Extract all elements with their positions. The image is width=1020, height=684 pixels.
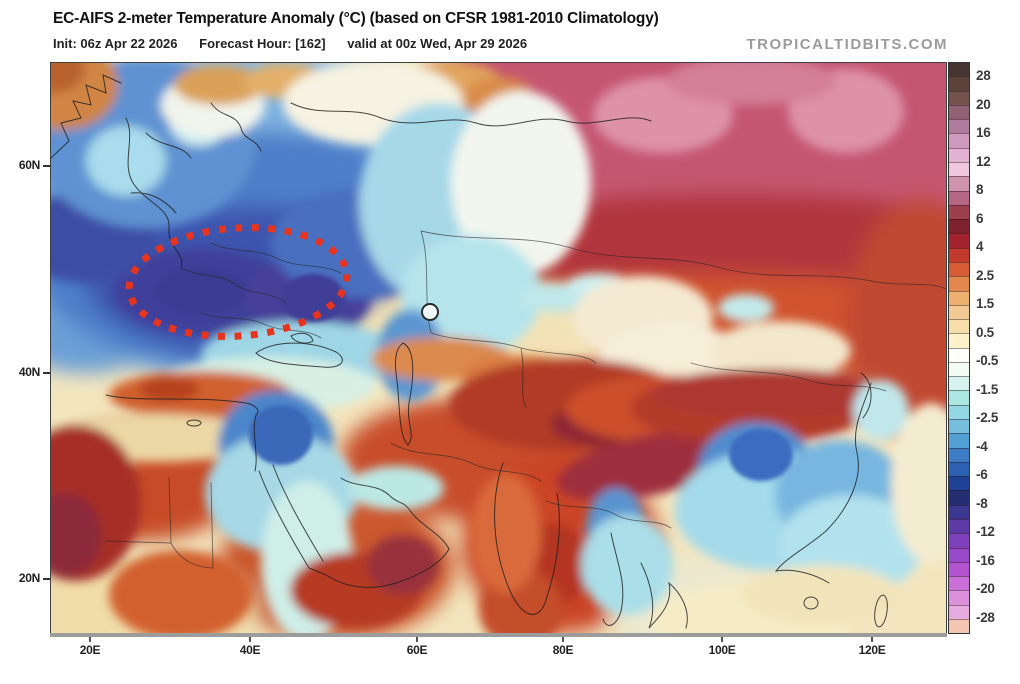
colorbar-segment	[949, 204, 969, 220]
colorbar-tick-label: 1.5	[976, 296, 994, 312]
colorbar-segment	[949, 261, 969, 277]
colorbar-tick-label: 16	[976, 125, 991, 141]
colorbar-tick-labels: 28 20 16 12 8 6 4 2.5 1.5 0.5 -0.5 -1.5 -2.5 -4 -6 -8 -1…	[976, 62, 1020, 632]
colorbar-segment	[949, 447, 969, 462]
colorbar-tick-label: 28	[976, 68, 991, 84]
map-bottom-axis-bar	[50, 633, 947, 637]
lon-tick-mark	[871, 637, 873, 642]
temperature-colorbar	[948, 62, 970, 634]
colorbar-segment	[949, 576, 969, 591]
lon-tick-mark	[89, 637, 91, 642]
colorbar-segment	[949, 561, 969, 577]
colorbar-segment	[949, 276, 969, 291]
lon-tick-label: 100E	[708, 643, 736, 657]
lon-tick-mark	[249, 637, 251, 642]
colorbar-segment	[949, 333, 969, 348]
colorbar-segment	[949, 376, 969, 391]
anomaly-blob-layer-small	[156, 269, 793, 481]
colorbar-segment	[949, 490, 969, 505]
latitude-axis: 60N 40N 20N	[0, 62, 50, 634]
colorbar-segment	[949, 133, 969, 148]
forecast-hour: Forecast Hour: [162]	[199, 36, 326, 51]
colorbar-tick-label: -20	[976, 581, 995, 597]
colorbar-segment	[949, 547, 969, 562]
lat-tick-label: 20N	[18, 571, 40, 585]
colorbar-segment	[949, 76, 969, 91]
colorbar-segment	[949, 504, 969, 519]
colorbar-tick-label: -0.5	[976, 353, 999, 369]
colorbar-tick-label: -8	[976, 495, 988, 511]
lon-tick-mark	[416, 637, 418, 642]
site-watermark: TROPICALTIDBITS.COM	[746, 36, 948, 53]
colorbar-segment	[949, 247, 969, 262]
colorbar-tick-label: -12	[976, 524, 995, 540]
colorbar-segment	[949, 119, 969, 134]
colorbar-tick-label: 12	[976, 153, 991, 169]
colorbar-tick-label: 4	[976, 239, 984, 255]
colorbar-segment	[949, 433, 969, 448]
colorbar-segment	[949, 404, 969, 420]
lat-tick-mark	[43, 578, 50, 580]
lon-tick-label: 120E	[858, 643, 886, 657]
colorbar-segment	[949, 604, 969, 619]
colorbar-tick-label: 6	[976, 210, 984, 226]
colorbar-segment	[949, 519, 969, 534]
anomaly-map-canvas	[51, 63, 946, 633]
colorbar-tick-label: 20	[976, 96, 991, 112]
colorbar-segment	[949, 90, 969, 105]
colorbar-segment	[949, 63, 969, 77]
colorbar-segment	[949, 104, 969, 120]
colorbar-segment	[949, 618, 969, 634]
init-time: Init: 06z Apr 22 2026	[53, 36, 178, 51]
colorbar-segment	[949, 390, 969, 405]
colorbar-segment	[949, 190, 969, 205]
colorbar-segment	[949, 176, 969, 191]
colorbar-tick-label: -28	[976, 609, 995, 625]
coastline-layer	[51, 74, 888, 629]
colorbar-segment	[949, 533, 969, 548]
map-title: EC-AIFS 2-meter Temperature Anomaly (°C)…	[53, 10, 659, 27]
circle-marker	[421, 303, 439, 321]
border-layer	[105, 230, 946, 569]
colorbar-segment	[949, 361, 969, 377]
colorbar-tick-label: -4	[976, 438, 988, 454]
anomaly-blob-layer-medium	[51, 63, 946, 633]
colorbar-segment	[949, 219, 969, 234]
lat-tick-label: 60N	[18, 158, 40, 172]
colorbar-tick-label: 0.5	[976, 324, 994, 340]
lon-tick-label: 60E	[406, 643, 428, 657]
colorbar-segment	[949, 347, 969, 362]
valid-time: valid at 00z Wed, Apr 29 2026	[347, 36, 528, 51]
colorbar-segment	[949, 590, 969, 605]
longitude-axis: 20E 40E 60E 80E 100E 120E	[50, 637, 947, 663]
lon-tick-label: 80E	[552, 643, 574, 657]
colorbar-segment	[949, 319, 969, 334]
lat-tick-label: 40N	[18, 365, 40, 379]
lat-tick-mark	[43, 165, 50, 167]
colorbar-tick-label: -16	[976, 552, 995, 568]
colorbar-tick-label: -2.5	[976, 410, 999, 426]
colorbar-segment	[949, 233, 969, 248]
colorbar-segment	[949, 419, 969, 434]
colorbar-segment	[949, 476, 969, 491]
highlight-ellipse-annotation	[125, 224, 351, 340]
lon-tick-mark	[562, 637, 564, 642]
colorbar-tick-label: -1.5	[976, 381, 999, 397]
colorbar-tick-label: -6	[976, 467, 988, 483]
colorbar-segment	[949, 304, 969, 320]
colorbar-tick-label: 8	[976, 182, 984, 198]
lat-tick-mark	[43, 372, 50, 374]
lon-tick-mark	[721, 637, 723, 642]
colorbar-segment	[949, 147, 969, 162]
colorbar-segment	[949, 161, 969, 177]
lon-tick-label: 20E	[79, 643, 101, 657]
colorbar-segment	[949, 290, 969, 305]
run-info-line: Init: 06z Apr 22 2026 Forecast Hour: [16…	[53, 36, 545, 51]
colorbar-tick-label: 2.5	[976, 267, 994, 283]
lon-tick-label: 40E	[239, 643, 261, 657]
colorbar-segment	[949, 461, 969, 477]
anomaly-map	[50, 62, 947, 634]
